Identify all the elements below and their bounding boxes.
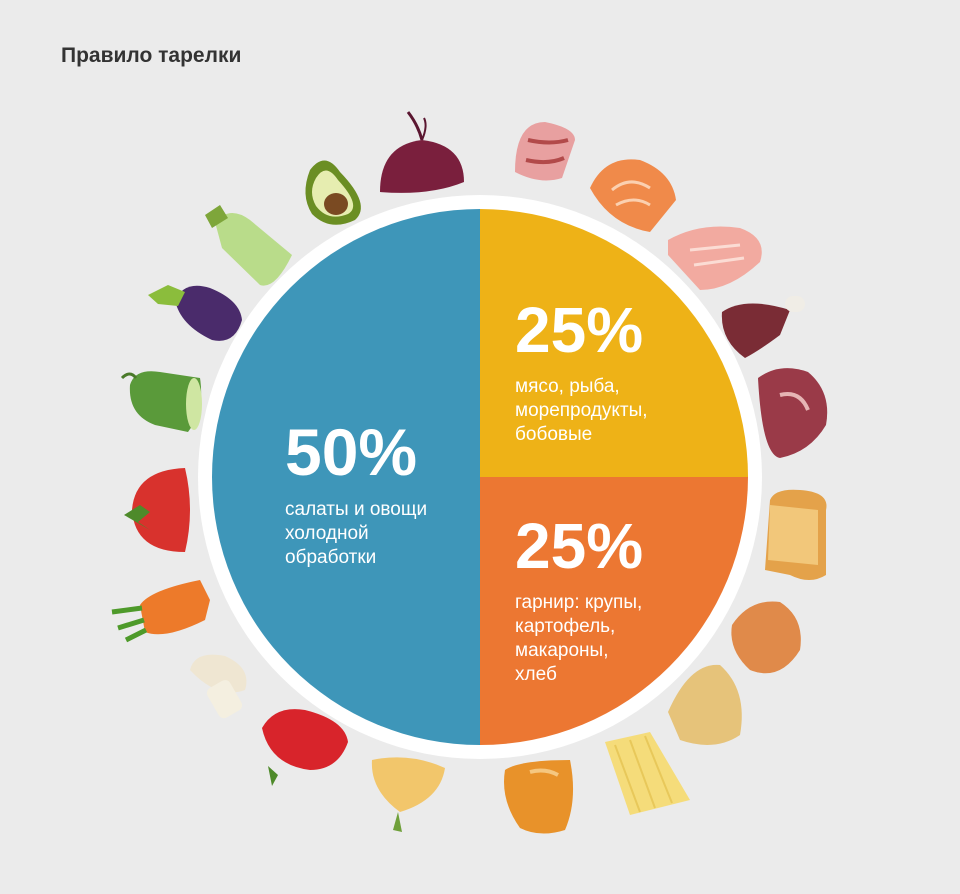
page-title: Правило тарелки <box>61 44 242 67</box>
bell-pepper-icon <box>262 709 348 786</box>
spaghetti-icon <box>605 732 690 815</box>
bun-icon <box>731 601 801 674</box>
eggplant-icon <box>148 285 242 341</box>
pie-labels: 50% салаты и овощи холодной обработки 25% мяс… <box>285 294 648 685</box>
salmon-steak-icon <box>590 159 676 232</box>
bacon-icon <box>515 122 575 181</box>
slice-vegetables-description-line: салаты и овощи <box>285 499 427 520</box>
slice-vegetables-description-line: холодной <box>285 523 369 544</box>
cucumber-icon <box>120 371 202 432</box>
slice-protein-description-line: морепродукты, <box>515 400 648 421</box>
slice-protein-description-line: мясо, рыба, <box>515 376 620 397</box>
steak-icon <box>758 368 828 458</box>
avocado-icon <box>305 160 361 225</box>
mushroom-icon <box>190 654 247 719</box>
potato-icon <box>668 664 742 745</box>
slice-vegetables <box>212 209 480 745</box>
carrot-icon <box>111 580 210 643</box>
slice-protein-percent-label: 25% <box>515 294 643 366</box>
tomato-icon <box>124 468 190 552</box>
onion-icon <box>371 757 445 832</box>
slice-vegetables-description-line: обработки <box>285 547 376 568</box>
slice-vegetables-percent-label: 50% <box>285 415 417 489</box>
drumstick-icon <box>721 296 805 358</box>
baguette-icon <box>504 760 574 834</box>
slice-carbs-description-line: макароны, <box>515 640 609 661</box>
slice-carbs <box>480 477 748 745</box>
slice-carbs-description-line: гарнир: крупы, <box>515 592 642 613</box>
slice-carbs-description-line: картофель, <box>515 616 615 637</box>
slice-protein-description-line: бобовые <box>515 424 592 445</box>
fish-fillet-icon <box>668 226 762 290</box>
slice-carbs-description-line: хлеб <box>515 664 557 685</box>
bread-icon <box>765 489 827 580</box>
slice-carbs-percent-label: 25% <box>515 510 643 582</box>
zucchini-icon <box>205 205 292 286</box>
beetroot-icon <box>380 111 464 193</box>
pie-slices <box>212 209 748 745</box>
food-icons <box>111 111 828 834</box>
slice-protein <box>480 209 748 477</box>
